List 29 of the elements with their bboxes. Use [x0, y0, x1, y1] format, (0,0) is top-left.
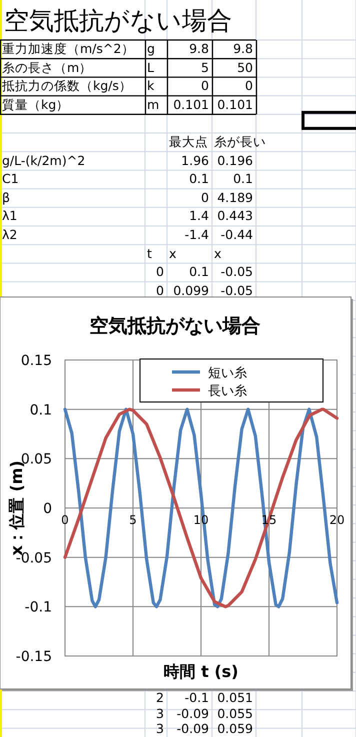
text: 最大点 糸が長い [169, 133, 266, 151]
y-tick-label: -0.1 [24, 600, 52, 616]
text: C1 0.1 0.1 [2, 171, 253, 186]
text: λ1 1.4 0.443 [2, 208, 253, 224]
text: 抵抗力の係数（kg/s） k 0 0 [2, 78, 253, 94]
x-tick-label: 0 [61, 513, 69, 527]
text: 2 -0.1 0.051 [156, 690, 253, 705]
chart-title: 空気抵抗がない場合 [90, 315, 260, 337]
x-axis-title: 時間 t (s) [164, 662, 238, 681]
text: 3 -0.09 0.055 [156, 706, 253, 720]
text: 重力加速度（m/s^2） g 9.8 9.8 [2, 41, 253, 56]
text: t x x [147, 246, 222, 261]
text: g/L-(k/2m)^2 1.96 0.196 [2, 152, 253, 168]
y-tick-label: 0 [43, 501, 52, 517]
x-tick-label: 5 [129, 513, 137, 527]
legend-label: 短い糸 [208, 366, 247, 381]
text: 0 0.1 -0.05 [156, 264, 253, 280]
text: 糸の長さ（m） L 5 50 [2, 60, 253, 75]
text: 質量（kg） m 0.101 0.101 [2, 96, 253, 112]
text: β 0 4.189 [2, 190, 253, 205]
y-tick-label: 0.15 [20, 353, 52, 369]
y-tick-label: -0.15 [16, 649, 52, 665]
x-tick-label: 20 [329, 513, 345, 527]
legend-label: 長い糸 [208, 384, 247, 399]
text: λ2 -1.4 -0.44 [2, 227, 253, 242]
text: 空気抵抗がない場合 [4, 5, 232, 37]
text: 0 0.099 -0.05 [156, 282, 253, 300]
text: 3 -0.09 0.059 [156, 721, 253, 737]
y-tick-label: 0.1 [30, 402, 52, 418]
